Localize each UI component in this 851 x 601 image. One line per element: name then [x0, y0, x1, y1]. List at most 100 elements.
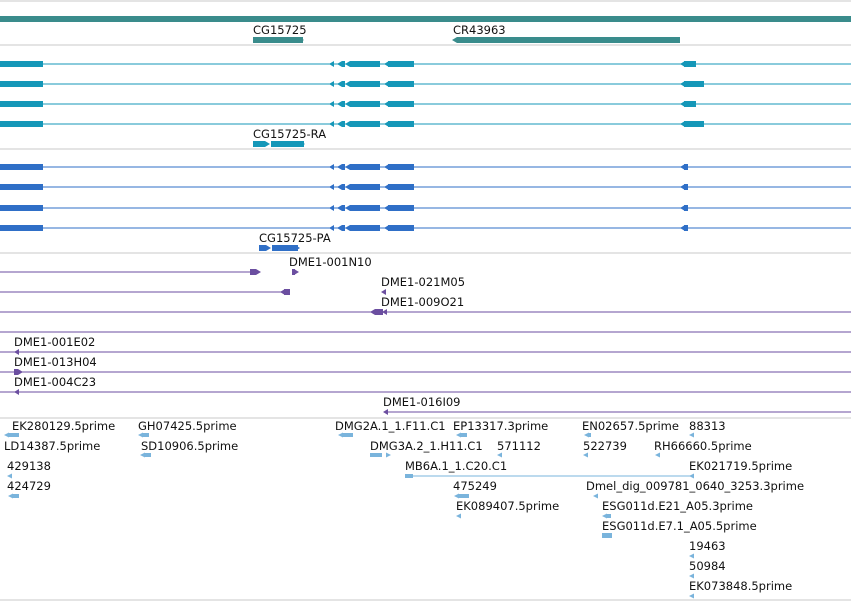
est-arrow[interactable] — [689, 473, 694, 479]
strand-arrow[interactable] — [680, 81, 685, 87]
strand-arrow[interactable] — [680, 225, 685, 231]
clone-arrow[interactable] — [14, 389, 19, 395]
clone-arrow[interactable] — [18, 369, 23, 375]
strand-arrow[interactable] — [265, 141, 270, 147]
exon-block[interactable] — [0, 184, 43, 190]
strand-arrow[interactable] — [384, 205, 389, 211]
strand-arrow[interactable] — [384, 101, 389, 107]
est-arrow[interactable] — [338, 432, 343, 438]
est-label[interactable]: 424729 — [7, 479, 51, 493]
strand-arrow[interactable] — [337, 121, 342, 127]
gene-label[interactable]: CG15725 — [253, 23, 307, 37]
clone-label[interactable]: DME1-013H04 — [14, 355, 97, 369]
est-arrow[interactable] — [497, 452, 502, 458]
clone-end[interactable] — [284, 289, 290, 295]
exon-block[interactable] — [388, 61, 414, 67]
strand-arrow[interactable] — [329, 81, 334, 87]
strand-arrow[interactable] — [680, 184, 685, 190]
clone-label[interactable]: DME1-004C23 — [14, 375, 97, 389]
est-label[interactable]: DMG3A.2_1.H11.C1 — [370, 439, 483, 453]
gene-label[interactable]: CR43963 — [453, 23, 506, 37]
est-label[interactable]: 571112 — [497, 439, 541, 453]
exon-block[interactable] — [0, 205, 43, 211]
est-label[interactable]: DMG2A.1_1.F11.C1 — [335, 419, 446, 433]
exon-block[interactable] — [350, 225, 380, 231]
est-arrow[interactable] — [689, 593, 694, 599]
strand-arrow[interactable] — [329, 225, 334, 231]
exon-block[interactable] — [350, 121, 380, 127]
strand-arrow[interactable] — [384, 184, 389, 190]
exon-block[interactable] — [388, 184, 414, 190]
strand-arrow[interactable] — [680, 101, 685, 107]
est-label[interactable]: 522739 — [583, 439, 627, 453]
est-feature[interactable] — [370, 453, 382, 457]
est-label[interactable]: 19463 — [689, 539, 726, 553]
est-arrow[interactable] — [7, 473, 12, 479]
est-arrow[interactable] — [689, 573, 694, 579]
est-arrow[interactable] — [386, 452, 391, 458]
strand-arrow[interactable] — [295, 245, 300, 251]
clone-end[interactable] — [250, 269, 256, 275]
est-label[interactable]: Dmel_dig_009781_0640_3253.3prime — [586, 479, 805, 493]
est-label[interactable]: MB6A.1_1.C20.C1 — [405, 459, 508, 473]
est-feature[interactable] — [9, 433, 19, 437]
exon-block[interactable] — [0, 225, 43, 231]
clone-arrow[interactable] — [383, 409, 388, 415]
strand-arrow[interactable] — [384, 225, 389, 231]
exon-block[interactable] — [350, 164, 380, 170]
gene-span-bar[interactable] — [0, 16, 851, 22]
exon-block[interactable] — [684, 184, 688, 190]
strand-arrow[interactable] — [345, 121, 350, 127]
exon-block[interactable] — [342, 225, 345, 231]
est-feature[interactable] — [461, 433, 467, 437]
clone-arrow[interactable] — [294, 269, 299, 275]
est-feature[interactable] — [607, 514, 611, 518]
strand-arrow[interactable] — [345, 61, 350, 67]
exon-block[interactable] — [388, 121, 414, 127]
exon-block[interactable] — [684, 205, 688, 211]
est-feature[interactable] — [143, 433, 149, 437]
strand-arrow[interactable] — [329, 164, 334, 170]
strand-arrow[interactable] — [337, 205, 342, 211]
strand-arrow[interactable] — [329, 121, 334, 127]
clone-arrow[interactable] — [280, 289, 285, 295]
exon-block[interactable] — [0, 61, 43, 67]
exon-block[interactable] — [271, 141, 304, 147]
est-arrow[interactable] — [689, 432, 694, 438]
exon-block[interactable] — [342, 101, 345, 107]
clone-label[interactable]: DME1-016I09 — [383, 395, 461, 409]
clone-end[interactable] — [375, 309, 383, 315]
est-feature[interactable] — [405, 474, 413, 478]
strand-arrow[interactable] — [345, 164, 350, 170]
est-arrow[interactable] — [8, 493, 13, 499]
clone-label[interactable]: DME1-001E02 — [14, 335, 96, 349]
strand-arrow[interactable] — [384, 61, 389, 67]
est-label[interactable]: 88313 — [689, 419, 726, 433]
strand-arrow[interactable] — [337, 225, 342, 231]
strand-arrow[interactable] — [300, 141, 305, 147]
clone-label[interactable]: DME1-009O21 — [381, 295, 465, 309]
est-arrow[interactable] — [689, 553, 694, 559]
strand-arrow[interactable] — [266, 245, 271, 251]
est-label[interactable]: SD10906.5prime — [141, 439, 239, 453]
strand-arrow[interactable] — [329, 61, 334, 67]
est-arrow[interactable] — [584, 432, 589, 438]
est-arrow[interactable] — [138, 432, 143, 438]
strand-arrow[interactable] — [345, 184, 350, 190]
exon-block[interactable] — [253, 141, 265, 147]
exon-block[interactable] — [342, 184, 345, 190]
est-label[interactable]: 429138 — [7, 459, 51, 473]
exon-block[interactable] — [388, 225, 414, 231]
exon-block[interactable] — [350, 205, 380, 211]
exon-block[interactable] — [684, 164, 688, 170]
exon-block[interactable] — [342, 121, 345, 127]
strand-arrow[interactable] — [680, 164, 685, 170]
est-label[interactable]: ESG011d.E7.1_A05.5prime — [602, 519, 757, 533]
transcript-label[interactable]: CG15725-PA — [259, 231, 331, 245]
exon-block[interactable] — [388, 164, 414, 170]
strand-arrow[interactable] — [680, 205, 685, 211]
est-feature[interactable] — [145, 453, 151, 457]
exon-block[interactable] — [342, 164, 345, 170]
est-label[interactable]: 50984 — [689, 559, 726, 573]
